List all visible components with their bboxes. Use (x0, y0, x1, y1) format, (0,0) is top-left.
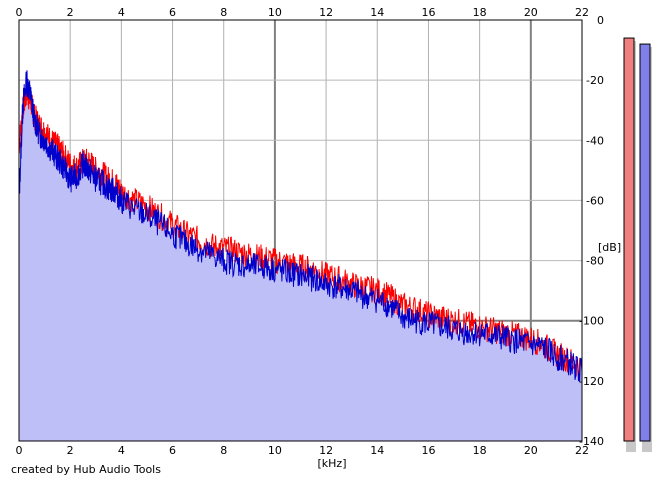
y-axis-label: [dB] (598, 241, 621, 254)
x-tick-label-bottom: 20 (524, 444, 538, 457)
x-tick-label-top: 18 (473, 6, 487, 19)
spectrum-fill (19, 70, 582, 441)
x-tick-label-bottom: 10 (268, 444, 282, 457)
y-tick-label: -60 (586, 194, 604, 207)
x-tick-label-top: 14 (370, 6, 384, 19)
x-tick-label-top: 2 (67, 6, 74, 19)
x-tick-label-top: 22 (575, 6, 589, 19)
x-tick-label-top: 8 (220, 6, 227, 19)
tick-labels: 002244668810101212141416161818202022220-… (16, 6, 605, 457)
y-tick-label: -80 (586, 255, 604, 268)
y-tick-label: -40 (586, 134, 604, 147)
x-tick-label-bottom: 18 (473, 444, 487, 457)
x-tick-label-bottom: 22 (575, 444, 589, 457)
y-tick-label: 0 (597, 14, 604, 27)
spectrum-area (19, 70, 582, 441)
x-tick-label-bottom: 16 (421, 444, 435, 457)
x-axis-label: [kHz] (318, 457, 347, 470)
credit-text: created by Hub Audio Tools (11, 463, 161, 476)
x-tick-label-bottom: 12 (319, 444, 333, 457)
y-tick-label: -140 (579, 435, 604, 448)
series-lines (18, 70, 583, 383)
x-tick-label-top: 6 (169, 6, 176, 19)
x-tick-label-top: 4 (118, 6, 125, 19)
series-line-red (18, 81, 583, 380)
x-tick-label-top: 16 (421, 6, 435, 19)
level-meters (623, 37, 652, 453)
y-tick-label: -120 (579, 375, 604, 388)
x-tick-label-bottom: 0 (16, 444, 23, 457)
x-tick-label-bottom: 2 (67, 444, 74, 457)
x-tick-label-bottom: 14 (370, 444, 384, 457)
level-meter-bar (639, 43, 651, 442)
x-tick-label-bottom: 4 (118, 444, 125, 457)
y-tick-label: -20 (586, 74, 604, 87)
x-tick-label-top: 10 (268, 6, 282, 19)
x-tick-label-top: 0 (16, 6, 23, 19)
x-tick-label-bottom: 6 (169, 444, 176, 457)
x-tick-label-bottom: 8 (220, 444, 227, 457)
x-tick-label-top: 12 (319, 6, 333, 19)
plot-frame (18, 19, 583, 442)
x-tick-label-top: 20 (524, 6, 538, 19)
y-tick-label: -100 (579, 315, 604, 328)
level-meter-bar (623, 37, 635, 442)
series-line-blue (18, 70, 583, 383)
plot-border (18, 19, 583, 442)
